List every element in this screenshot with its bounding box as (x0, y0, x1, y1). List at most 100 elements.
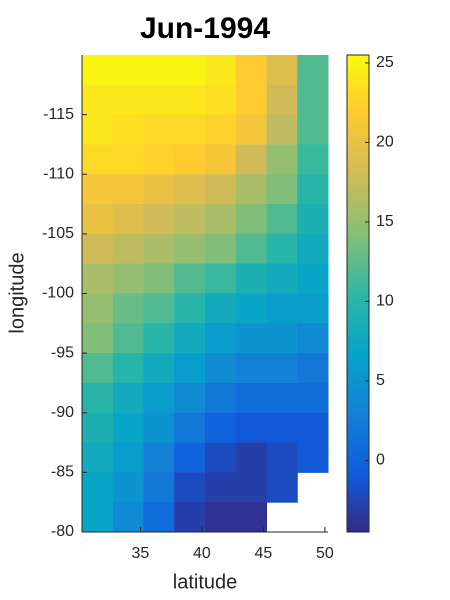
heatmap-cell (266, 472, 298, 503)
heatmap-cell (297, 382, 329, 414)
heatmap-cell (297, 353, 329, 384)
heatmap-cell (82, 502, 114, 533)
heatmap-cell (174, 353, 206, 384)
heatmap-cell (143, 412, 175, 444)
x-axis-label: latitude (173, 571, 238, 593)
heatmap-cell (205, 472, 237, 503)
heatmap-cell (235, 84, 267, 116)
heatmap-cell (174, 382, 206, 414)
colorbar-tick-label: 15 (376, 213, 394, 230)
heatmap-cell (297, 55, 329, 86)
heatmap-cell (174, 472, 206, 503)
colorbar-tick-label: 0 (376, 452, 385, 469)
heatmap-cell (205, 382, 237, 414)
heatmap-cell (112, 144, 144, 175)
heatmap-cell (205, 233, 237, 265)
heatmap-cell (297, 263, 329, 294)
heatmap-cell (174, 174, 206, 205)
heatmap-cell (297, 114, 329, 145)
heatmap-cell (143, 472, 175, 503)
heatmap-cell (143, 502, 175, 533)
heatmap-cell (297, 204, 329, 235)
heatmap-cell (266, 353, 298, 384)
heatmap-cell (112, 382, 144, 414)
heatmap-cell (235, 263, 267, 294)
heatmap-cell (297, 442, 329, 473)
colorbar-tick-label: 20 (376, 134, 394, 151)
y-tick-label: -95 (51, 344, 74, 361)
heatmap-cell (266, 144, 298, 175)
heatmap-cell (235, 174, 267, 205)
heatmap-cell (205, 55, 237, 86)
heatmap-cell (82, 382, 114, 414)
y-tick-label: -115 (43, 106, 74, 123)
heatmap-cell (82, 233, 114, 265)
heatmap-cell (266, 293, 298, 324)
y-tick-label: -110 (43, 165, 74, 182)
heatmap-cell (174, 323, 206, 354)
heatmap-cell (82, 55, 114, 86)
y-tick-label: -90 (51, 404, 74, 421)
heatmap-cell (266, 263, 298, 294)
heatmap-cell (143, 233, 175, 265)
heatmap-cell (82, 174, 114, 205)
heatmap-cell (82, 84, 114, 116)
heatmap-cell (174, 502, 206, 533)
y-tick-label: -100 (42, 285, 74, 302)
heatmap-cell (112, 263, 144, 294)
heatmap-cell (235, 233, 267, 265)
heatmap-cell (205, 263, 237, 294)
heatmap-cell (235, 144, 267, 175)
heatmap-cell (174, 84, 206, 116)
heatmap-cell (235, 412, 267, 444)
heatmap-cell (82, 412, 114, 444)
heatmap-cell (82, 204, 114, 235)
heatmap-cell (82, 323, 114, 354)
heatmap-cell (82, 144, 114, 175)
heatmap-cell (235, 204, 267, 235)
heatmap-cell (174, 293, 206, 324)
heatmap-cell (205, 293, 237, 324)
heatmap-cell (235, 442, 267, 473)
heatmap-cell (266, 204, 298, 235)
heatmap-cell (235, 472, 267, 503)
heatmap-cell (266, 233, 298, 265)
heatmap-cell (112, 412, 144, 444)
heatmap-cell (82, 472, 114, 503)
heatmap-cell (143, 442, 175, 473)
heatmap-cell (205, 502, 237, 533)
heatmap-cell (112, 204, 144, 235)
heatmap-cell (266, 442, 298, 473)
heatmap-cell (112, 502, 144, 533)
heatmap-cell (143, 323, 175, 354)
heatmap-cell (143, 114, 175, 145)
heatmap-cell (174, 55, 206, 86)
colorbar-tick-label: 5 (376, 372, 385, 389)
heatmap-cell (143, 353, 175, 384)
y-tick-label: -105 (42, 225, 74, 242)
heatmap-cell (112, 472, 144, 503)
heatmap-cell (266, 323, 298, 354)
heatmap-cell (112, 353, 144, 384)
heatmap-cell (235, 323, 267, 354)
x-tick-label: 45 (255, 545, 273, 562)
heatmap-cell (82, 263, 114, 294)
y-axis-label: longitude (6, 252, 28, 333)
heatmap-cell (112, 323, 144, 354)
heatmap-cell (266, 84, 298, 116)
heatmap-cell (143, 55, 175, 86)
heatmap-cell (143, 204, 175, 235)
heatmap-cell (297, 323, 329, 354)
heatmap-cell (205, 84, 237, 116)
heatmap-cell (235, 382, 267, 414)
heatmap-cell (297, 412, 329, 444)
heatmap-cell (235, 293, 267, 324)
heatmap-cell (112, 233, 144, 265)
y-tick-label: -80 (51, 523, 74, 540)
heatmap-cell (297, 174, 329, 205)
heatmap-cells (82, 55, 329, 533)
colorbar-tick-label: 25 (376, 54, 394, 71)
heatmap-cell (82, 353, 114, 384)
heatmap-cell (112, 84, 144, 116)
